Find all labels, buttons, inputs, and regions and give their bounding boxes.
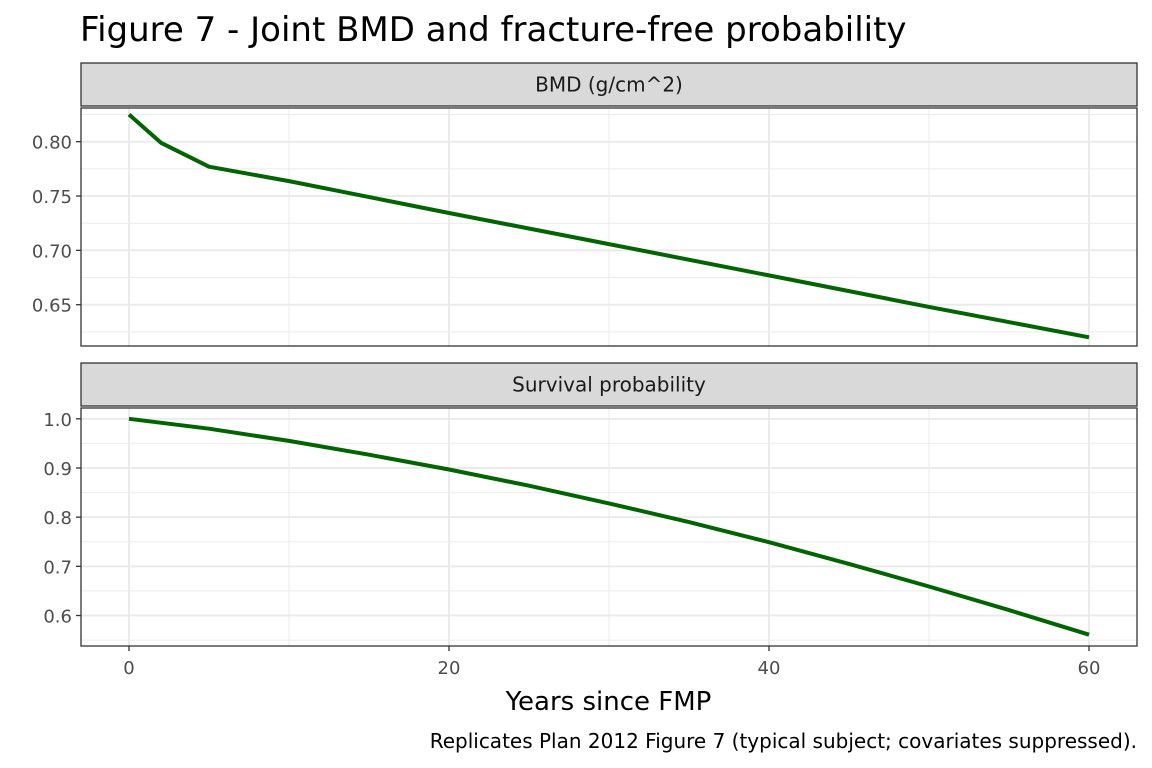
y-tick-label: 0.80 xyxy=(32,133,72,154)
facet-strip-label: Survival probability xyxy=(512,373,706,397)
x-tick-label: 60 xyxy=(1078,658,1101,679)
y-tick-label: 0.9 xyxy=(43,459,72,480)
x-tick-label: 20 xyxy=(438,658,461,679)
x-tick-label: 40 xyxy=(758,658,781,679)
series-line xyxy=(127,113,1090,340)
x-axis-title: Years since FMP xyxy=(505,687,712,717)
chart-title: Figure 7 - Joint BMD and fracture-free p… xyxy=(80,10,907,50)
chart-caption: Replicates Plan 2012 Figure 7 (typical s… xyxy=(430,729,1137,753)
facet-strip xyxy=(80,362,1138,407)
x-tick-label: 0 xyxy=(123,658,134,679)
y-tick-label: 0.6 xyxy=(43,607,72,628)
y-tick-label: 0.75 xyxy=(32,187,72,208)
panel-border xyxy=(80,407,1138,647)
series-line xyxy=(128,416,1090,637)
y-tick-label: 0.8 xyxy=(43,508,72,529)
facet-panel: Survival probability 0.6 0.7 0.8 0.9 1.0 xyxy=(43,362,1138,647)
y-tick-label: 1.0 xyxy=(43,410,72,431)
y-tick-label: 0.70 xyxy=(32,241,72,262)
y-tick-label: 0.7 xyxy=(43,557,72,578)
y-tick-label: 0.65 xyxy=(32,296,72,317)
facet-strip-label: BMD (g/cm^2) xyxy=(535,73,683,97)
panel-border xyxy=(80,107,1138,347)
facet-panel: BMD (g/cm^2) 0.65 0.70 0.75 0.80 xyxy=(32,62,1138,347)
facet-strip xyxy=(80,62,1138,107)
